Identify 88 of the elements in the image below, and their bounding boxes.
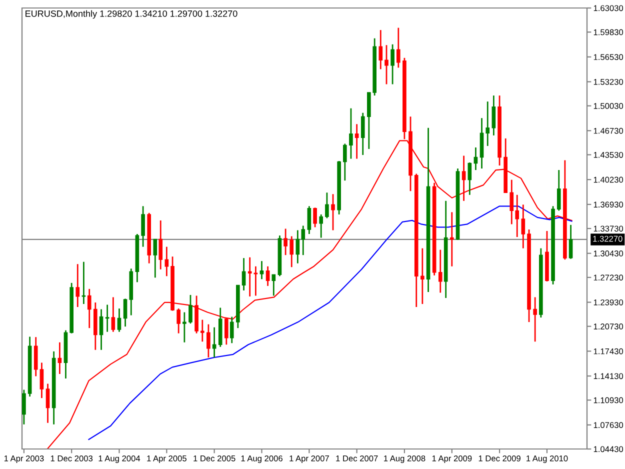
candlestick (40, 362, 44, 399)
candlestick (82, 261, 86, 305)
candlestick (474, 146, 478, 171)
x-tick-label: 1 Aug 2008 (384, 455, 426, 464)
candlestick (556, 169, 561, 212)
x-tick-label: 1 Apr 2005 (147, 455, 186, 464)
candlestick (325, 192, 329, 219)
x-tick-label: 1 Aug 2004 (98, 455, 140, 464)
candlestick (360, 112, 365, 156)
y-tick-label: 1.10930 (594, 397, 624, 404)
y-tick-label: 1.43530 (594, 152, 624, 158)
y-tick-label: 1.63030 (594, 5, 624, 12)
candlestick (176, 308, 180, 334)
y-tick-label: 1.36930 (594, 202, 624, 208)
x-tick-label: 1 Dec 2005 (194, 455, 236, 462)
y-tick-label: 1.07630 (594, 422, 624, 428)
y-tick-label: 1.40230 (594, 176, 624, 183)
x-tick-label: 1 Dec 2009 (478, 455, 520, 462)
candlestick (462, 155, 466, 202)
candlestick (123, 298, 128, 328)
candlestick (307, 205, 312, 235)
candlestick (200, 319, 204, 342)
candlestick (99, 308, 104, 351)
candlestick (521, 204, 526, 249)
y-tick-label: 1.14130 (594, 373, 624, 380)
candlestick (331, 193, 335, 231)
candlestick (533, 296, 537, 342)
candlestick (492, 94, 496, 136)
candlestick (182, 312, 186, 344)
line-series (88, 206, 572, 440)
candlestick (87, 288, 92, 329)
y-tick-label: 1.59830 (594, 29, 624, 36)
candlestick (390, 44, 394, 85)
candlestick (349, 108, 353, 160)
candlestick (153, 238, 158, 278)
candlestick (141, 205, 145, 248)
candlestick (396, 27, 400, 68)
candlestick (343, 142, 347, 182)
candlestick (319, 214, 324, 238)
candlestick (468, 162, 472, 196)
y-tick-label: 1.46730 (594, 128, 624, 134)
candlestick (76, 263, 80, 308)
candlestick (266, 266, 270, 287)
candlestick (117, 308, 122, 333)
candlestick (568, 224, 573, 260)
candlestick (105, 304, 110, 333)
candlestick (46, 383, 50, 424)
candlestick (272, 274, 276, 296)
chart-title: EURUSD,Monthly 1.29820 1.34210 1.29700 1.32270 (26, 10, 238, 19)
y-tick-label: 1.30430 (594, 250, 624, 256)
x-tick-label: 1 Aug 2006 (241, 455, 282, 464)
ref-line-label: 1.32270 (593, 236, 622, 242)
y-tick-label: 1.56530 (594, 54, 624, 60)
x-tick-label: 1 Dec 2003 (50, 455, 93, 462)
y-tick-label: 1.33730 (594, 226, 624, 232)
candlestick (384, 44, 388, 85)
candlestick (58, 342, 62, 375)
y-tick-label: 1.04430 (594, 446, 624, 452)
y-tick-label: 1.17430 (594, 348, 624, 354)
candlestick (34, 336, 38, 377)
candlestick (206, 324, 210, 358)
candlestick (22, 389, 26, 426)
candlestick (438, 249, 442, 294)
y-tick-label: 1.53230 (594, 78, 624, 85)
x-tick-label: 1 Apr 2003 (4, 455, 44, 464)
candlestick (354, 123, 359, 160)
x-tick-label: 1 Apr 2009 (432, 455, 472, 464)
candlestick (111, 296, 116, 333)
x-tick-label: 1 Apr 2007 (290, 455, 329, 464)
candlestick (313, 206, 317, 228)
candlestick (164, 246, 169, 277)
candlestick (486, 100, 490, 147)
y-tick-label: 1.23930 (594, 299, 624, 306)
x-tick-label: 1 Aug 2010 (526, 455, 568, 464)
candlestick (450, 211, 454, 268)
x-tick-label: 1 Dec 2007 (336, 455, 378, 462)
candlestick (158, 220, 163, 270)
candlestick (230, 316, 234, 344)
y-tick-label: 1.20730 (594, 324, 624, 330)
candlestick (242, 257, 246, 292)
candlestick (284, 228, 288, 256)
candlestick (420, 248, 424, 305)
candlestick (188, 294, 192, 324)
candlestick (290, 236, 294, 268)
y-tick-label: 1.50030 (594, 103, 624, 109)
candlestick (224, 318, 228, 346)
y-tick-label: 1.27230 (594, 274, 624, 281)
candlestick (378, 29, 383, 70)
